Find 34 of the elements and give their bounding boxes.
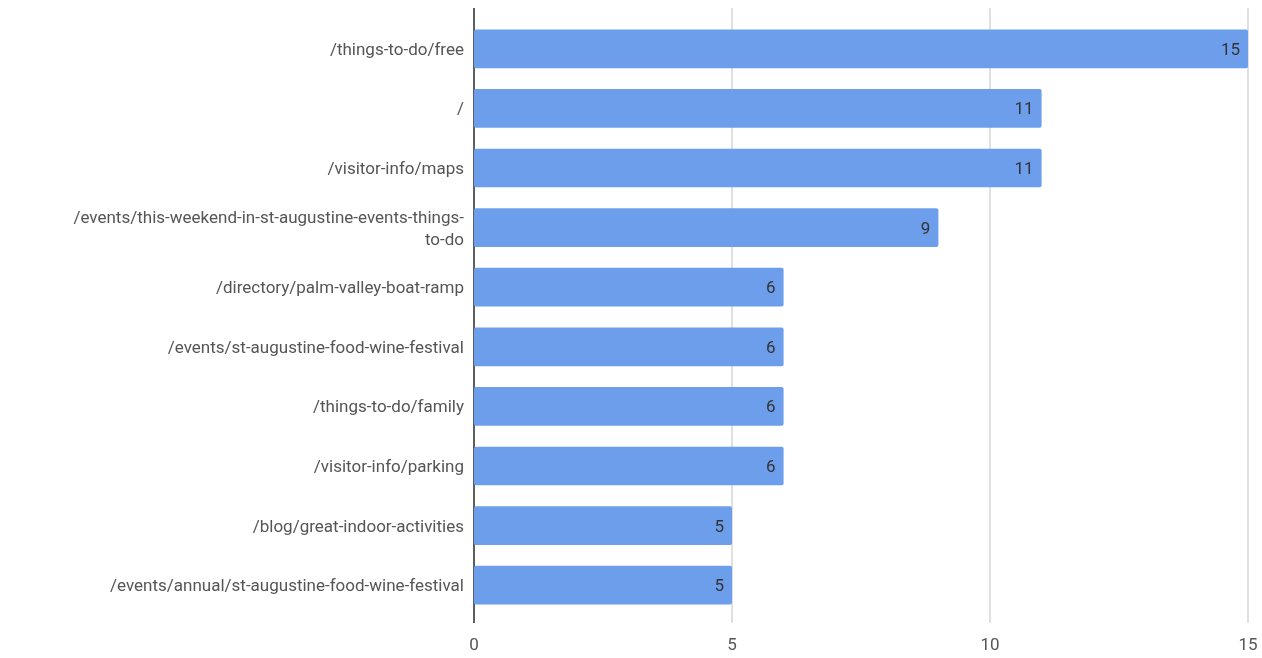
y-tick-label: /: [456, 98, 464, 119]
bar: [474, 148, 1042, 188]
data-label: 6: [766, 396, 776, 417]
bar: [474, 89, 1042, 128]
y-tick-label: /directory/palm-valley-boat-ramp: [216, 277, 464, 298]
y-tick-label: /visitor-info/maps: [327, 157, 464, 178]
x-tick-label: 15: [1238, 634, 1258, 654]
data-label: 6: [766, 336, 776, 357]
y-tick-label: /things-to-do/family: [313, 396, 464, 417]
y-tick-label: /events/this-weekend-in-st-augustine-events-things-to-do: [73, 206, 465, 249]
bar: [474, 387, 784, 426]
data-label: 5: [714, 515, 724, 536]
x-tick-label: 0: [469, 634, 479, 654]
y-tick-label: /blog/great-indoor-activities: [252, 515, 464, 536]
bar: [474, 327, 784, 367]
bar: [474, 267, 784, 307]
bar: [474, 506, 732, 545]
data-label: 11: [1014, 157, 1034, 178]
data-label: 11: [1014, 98, 1034, 119]
y-tick-label: /events/st-augustine-food-wine-festival: [167, 336, 464, 357]
x-tick-label: 5: [727, 634, 737, 654]
data-label: 15: [1220, 38, 1240, 59]
bar: [474, 565, 732, 605]
y-tick-label: /visitor-info/parking: [313, 455, 464, 476]
bar: [474, 29, 1248, 69]
y-tick-label: /events/annual/st-augustine-food-wine-festival: [109, 575, 464, 596]
y-tick-label: /things-to-do/free: [329, 38, 464, 59]
bar: [474, 446, 784, 486]
data-label: 6: [766, 455, 776, 476]
data-label: 5: [714, 575, 724, 596]
data-label: 9: [920, 217, 931, 238]
data-label: 6: [766, 277, 776, 298]
bar: [474, 208, 939, 247]
x-tick-label: 10: [980, 634, 1000, 654]
